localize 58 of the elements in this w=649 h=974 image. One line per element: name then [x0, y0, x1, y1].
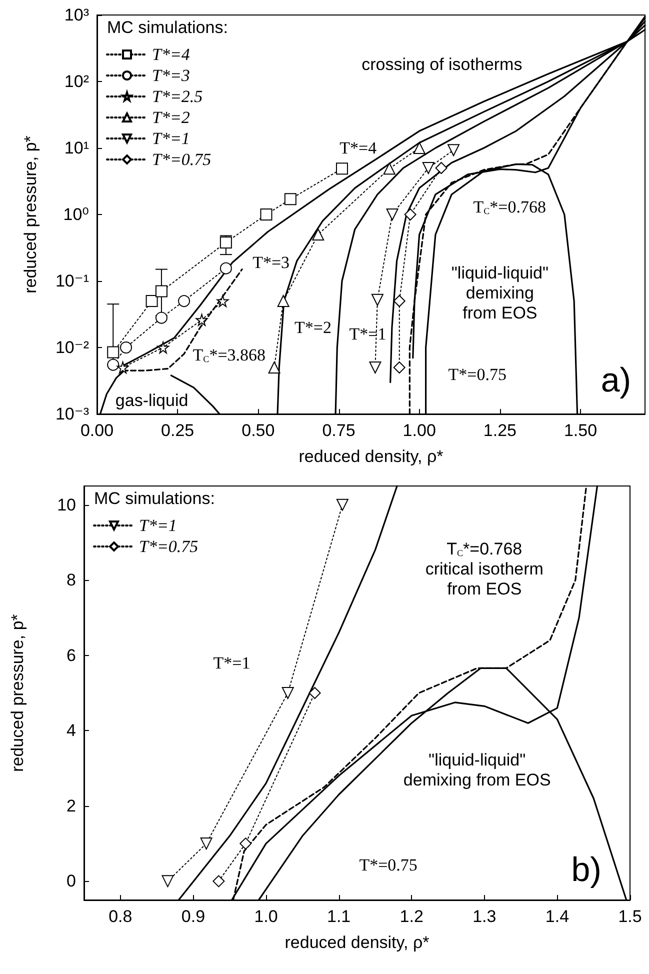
y-tick-label: 6: [66, 646, 76, 665]
annotation: crossing of isotherms: [362, 55, 522, 74]
annotation: TC*=0.768 critical isotherm from EOS: [425, 539, 544, 598]
y-axis-title: reduced pressure, p*: [8, 614, 27, 772]
legend-label: T*=0.75: [139, 537, 198, 556]
x-tick-label: 0.9: [181, 907, 206, 926]
x-axis-title: reduced density, ρ*: [284, 933, 430, 952]
y-tick-label: 10⁻¹: [55, 272, 90, 290]
x-tick-label: 0.8: [108, 907, 132, 926]
annotation: TC*=0.768: [473, 197, 546, 216]
legend-label: T*=3: [152, 66, 190, 85]
x-tick-label: 0.75: [322, 421, 356, 440]
y-tick-label: 8: [66, 570, 76, 590]
annotation: T*=3: [252, 252, 290, 272]
annotation: T*=2: [294, 318, 332, 337]
y-tick-label: 10⁰: [63, 205, 90, 224]
x-axis-title: reduced density, ρ*: [298, 447, 444, 466]
x-tick-label: 1.1: [326, 907, 351, 926]
y-tick-label: 10²: [64, 72, 90, 91]
legend-title: MC simulations:: [107, 18, 228, 37]
annotation: T*=0.75: [448, 365, 506, 384]
annotation: "liquid-liquid" demixing from EOS: [451, 264, 549, 322]
x-tick-label: 0.00: [80, 421, 114, 440]
annotation: b): [571, 850, 602, 889]
x-tick-label: 1.3: [472, 907, 496, 926]
y-tick-label: 10⁻²: [55, 338, 90, 357]
x-tick-label: 1.4: [545, 907, 570, 926]
x-tick-label: 0.25: [161, 421, 194, 440]
annotation: TC*=3.868: [192, 346, 266, 365]
legend-label: T*=1: [152, 129, 190, 148]
y-axis-title: reduced pressure, p*: [21, 135, 40, 294]
x-tick-label: 1.0: [254, 907, 278, 926]
legend-label: T*=1: [139, 516, 177, 535]
x-tick-label: 0.50: [242, 421, 275, 440]
y-tick-label: 10: [57, 495, 76, 514]
y-tick-label: 10³: [64, 6, 90, 24]
x-tick-label: 1.2: [400, 907, 424, 926]
annotation: T*=0.75: [359, 856, 418, 874]
annotation: a): [600, 361, 632, 400]
annotation: gas-liquid: [115, 390, 188, 410]
legend-title: MC simulations:: [94, 489, 215, 508]
y-tick-label: 10¹: [64, 138, 90, 158]
y-tick-label: 10⁻³: [55, 404, 90, 424]
annotation: "liquid-liquid" demixing from EOS: [403, 750, 551, 790]
x-tick-label: 1.5: [618, 907, 642, 926]
y-tick-label: 4: [66, 721, 76, 740]
y-tick-label: 2: [66, 796, 76, 816]
legend-label: T*=2: [152, 108, 190, 127]
legend-label: T*=4: [152, 45, 190, 64]
annotation: T*=4: [340, 138, 378, 158]
annotation: T*=1: [349, 324, 386, 344]
y-tick-label: 0: [66, 872, 76, 891]
legend-label: T*=2.5: [152, 87, 203, 106]
x-tick-label: 1.25: [483, 421, 516, 440]
legend-label: T*=0.75: [152, 150, 212, 169]
annotation: T*=1: [213, 653, 250, 672]
x-tick-label: 1.00: [402, 421, 436, 440]
x-tick-label: 1.50: [564, 421, 598, 440]
